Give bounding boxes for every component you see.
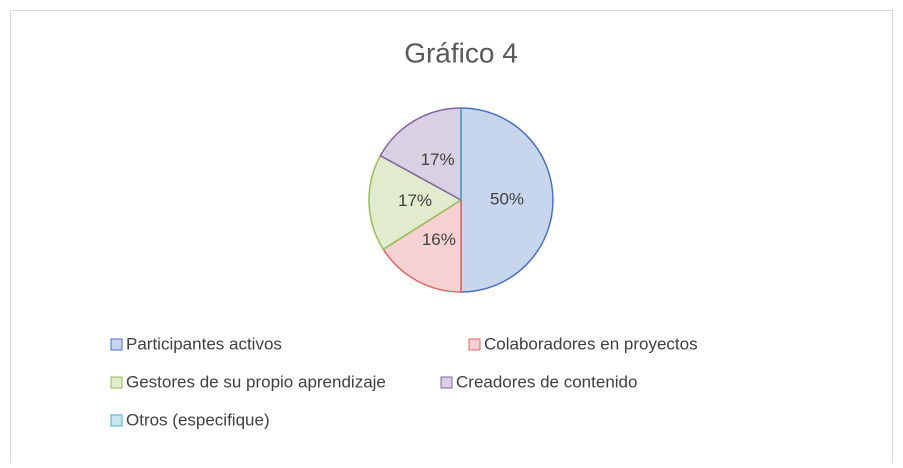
legend-label: Participantes activos bbox=[126, 334, 282, 353]
data-label: 50% bbox=[490, 189, 524, 208]
legend-label: Otros (especifique) bbox=[126, 410, 270, 429]
data-label: 16% bbox=[422, 230, 456, 249]
legend-swatch bbox=[468, 338, 481, 351]
legend-swatch bbox=[440, 376, 453, 389]
legend-swatch bbox=[110, 414, 123, 427]
legend-label: Creadores de contenido bbox=[456, 372, 637, 391]
pie-slice bbox=[382, 198, 462, 293]
legend-label: Colaboradores en proyectos bbox=[484, 334, 698, 353]
pie-slice bbox=[368, 154, 463, 251]
legend-label: Gestores de su propio aprendizaje bbox=[126, 372, 386, 391]
legend-swatch bbox=[110, 376, 123, 389]
data-label: 17% bbox=[398, 191, 432, 210]
legend-swatch bbox=[110, 338, 123, 351]
pie-slice bbox=[460, 107, 554, 293]
data-label: 17% bbox=[421, 150, 455, 169]
chart-title: Gráfico 4 bbox=[404, 37, 518, 68]
pie-slice bbox=[379, 107, 462, 202]
